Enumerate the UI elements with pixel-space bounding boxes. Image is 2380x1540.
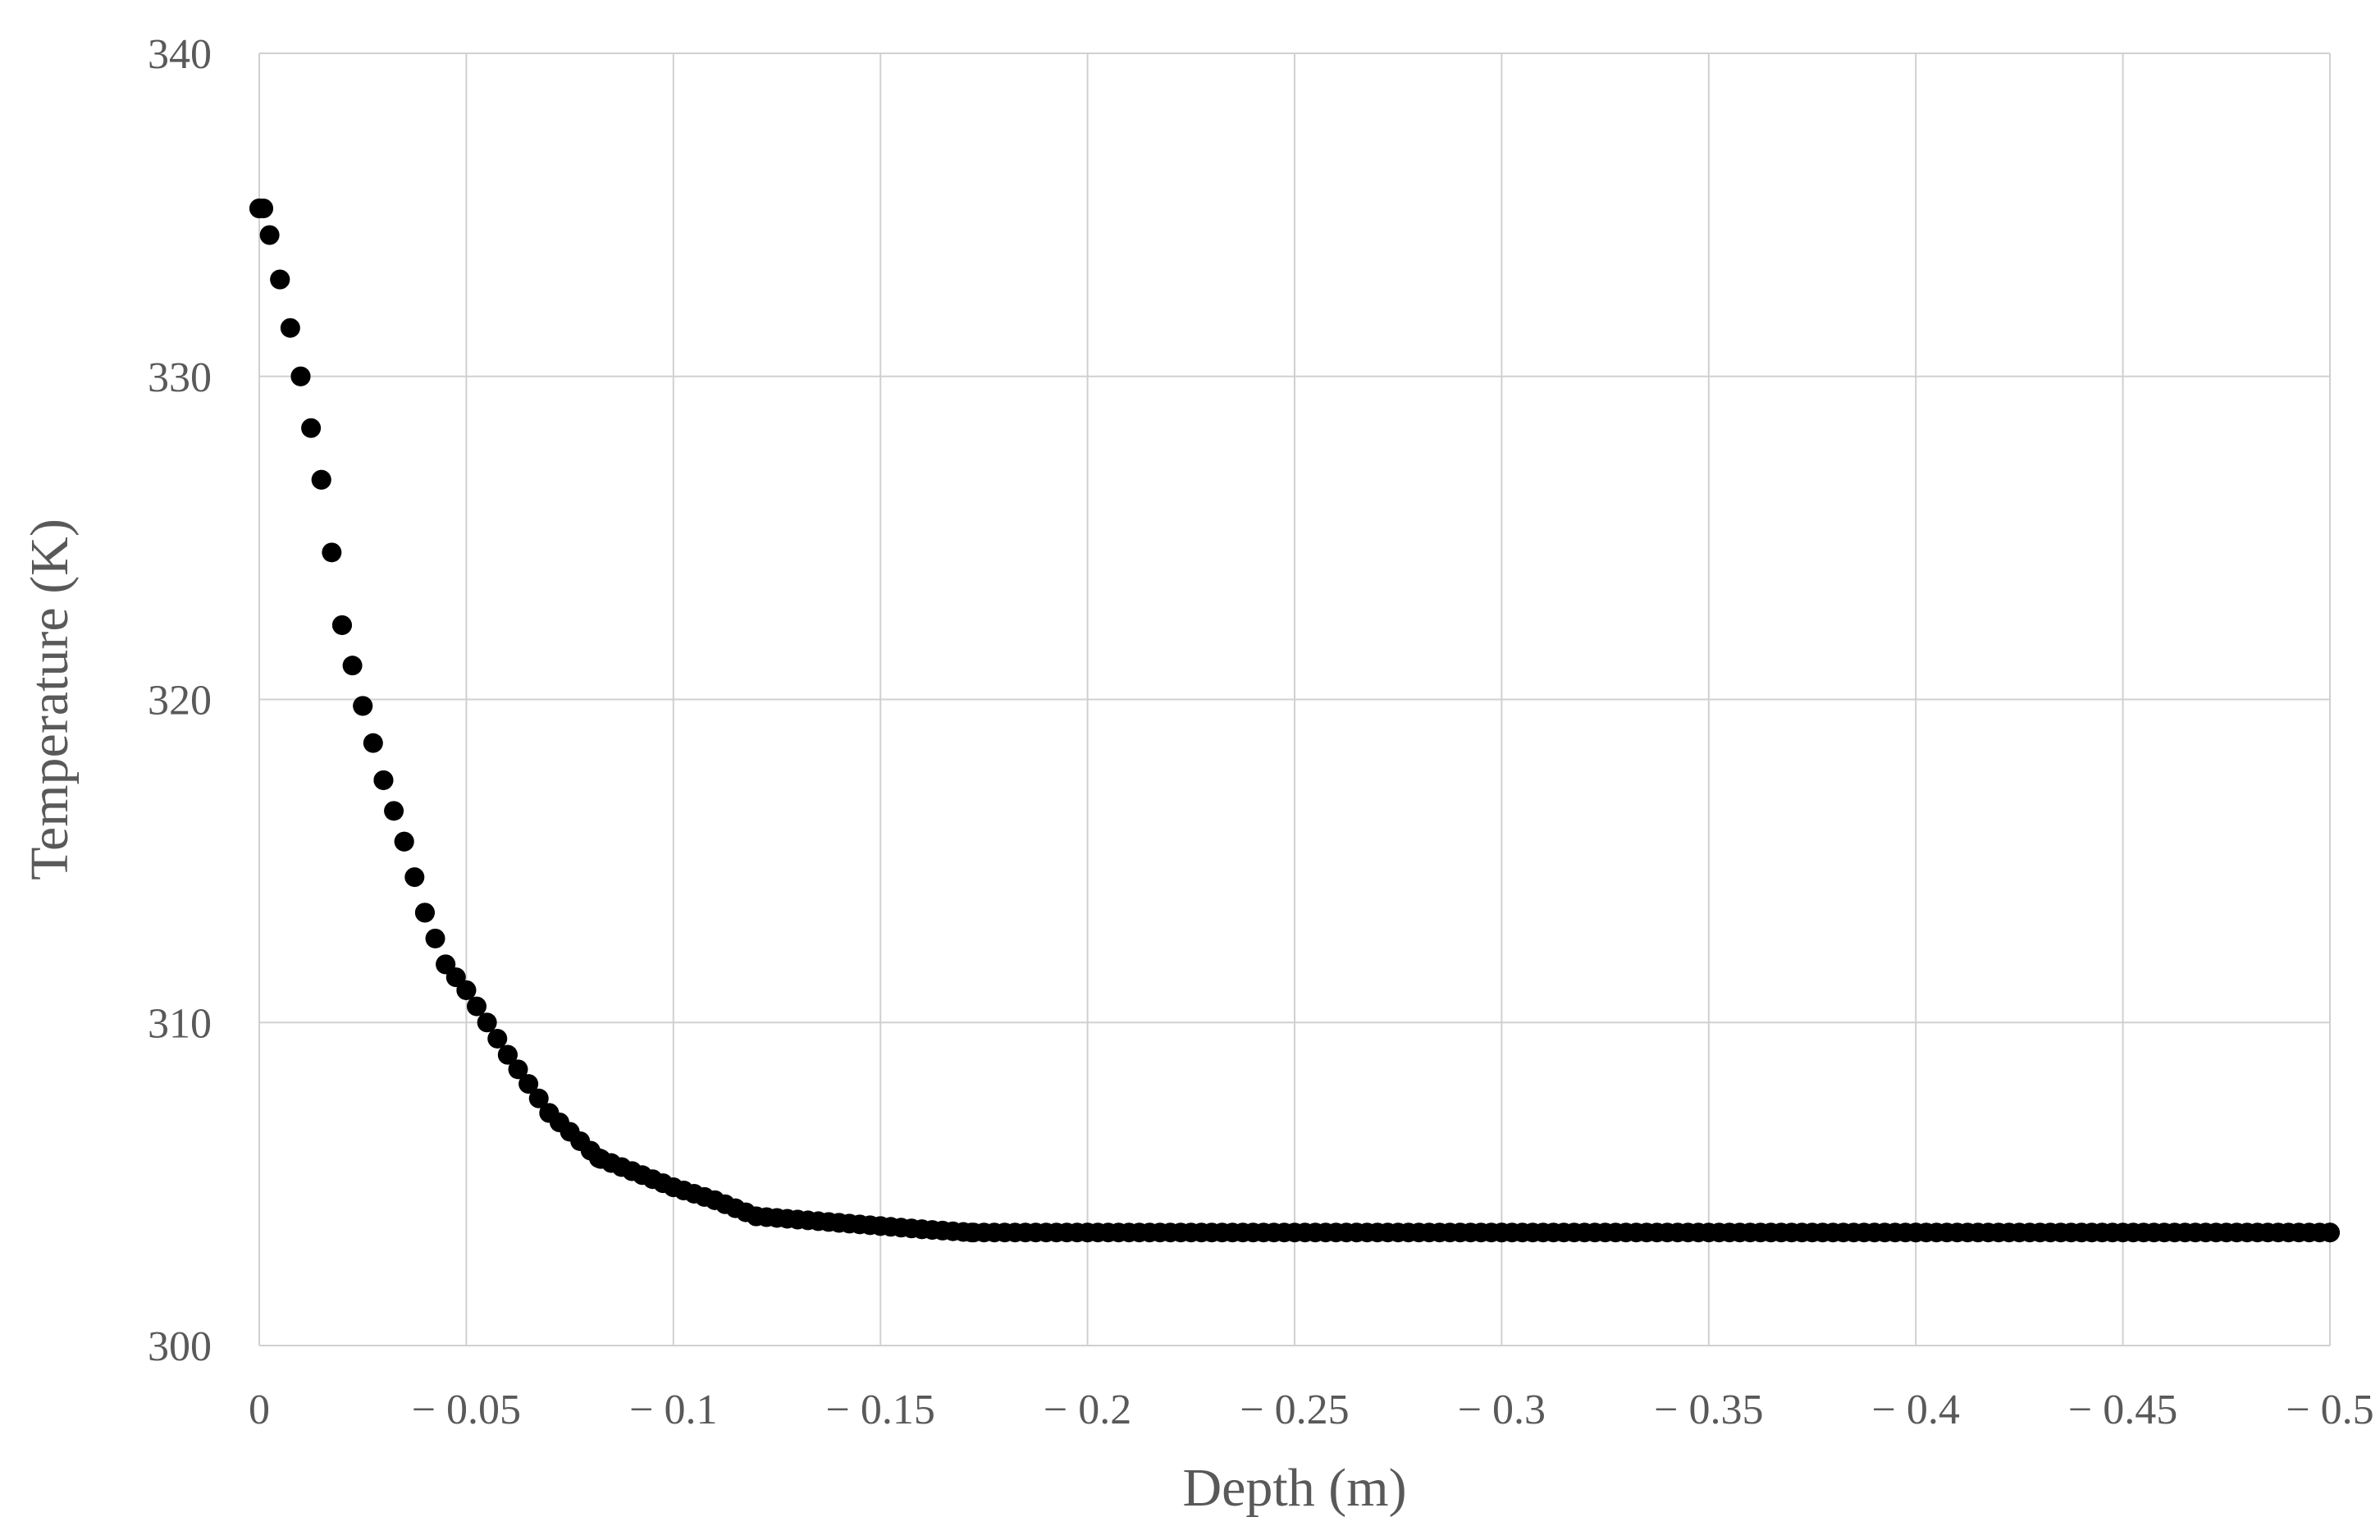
data-point [280,318,300,338]
data-point [788,1209,808,1230]
x-tick-label: − 0.2 [1044,1387,1131,1433]
data-point [477,1012,497,1033]
x-tick-label: − 0.15 [826,1387,935,1433]
data-point [254,199,274,218]
data-point [663,1177,683,1198]
data-point [528,1088,549,1108]
data-point [353,696,373,716]
data-point [1077,1222,1098,1243]
data-point [2320,1222,2340,1243]
data-point [508,1059,528,1080]
data-point [962,1222,982,1243]
x-tick-label: − 0.35 [1654,1387,1763,1433]
data-point [331,615,352,635]
data-point [373,770,394,790]
x-tick-label: − 0.5 [2286,1387,2373,1433]
y-tick-label: 320 [148,678,212,724]
data-point [622,1161,642,1181]
y-axis-tick-labels: 300 310 320 330 340 [148,31,212,1370]
data-point [384,801,404,821]
data-point [363,733,383,753]
x-tick-label: − 0.4 [1872,1387,1960,1433]
data-point [487,1028,508,1049]
x-tick-label: − 0.45 [2068,1387,2177,1433]
data-point [829,1213,849,1233]
data-point [425,928,445,948]
y-tick-label: 340 [148,31,212,78]
x-tick-label: − 0.25 [1240,1387,1349,1433]
data-point [342,656,363,676]
data-point [322,542,342,563]
y-tick-label: 330 [148,354,212,401]
data-point [436,954,456,975]
data-point [301,418,322,438]
data-point [539,1103,560,1123]
x-tick-label: 0 [249,1387,270,1433]
data-point [311,469,331,490]
data-point [394,831,414,852]
data-point [270,269,290,290]
x-tick-label: − 0.3 [1458,1387,1546,1433]
data-point [705,1190,725,1210]
y-axis-title: Temperature (K) [20,519,80,880]
gridlines [258,53,2331,1346]
data-point [414,903,435,923]
data-point [259,225,280,245]
y-tick-label: 300 [148,1323,212,1370]
data-point [518,1074,539,1094]
data-point [1906,1222,1926,1243]
data-point [497,1044,518,1065]
x-axis-title: Depth (m) [1182,1458,1406,1518]
x-tick-label: − 0.05 [412,1387,521,1433]
x-tick-label: − 0.1 [629,1387,717,1433]
x-axis-tick-labels: 0 − 0.05 − 0.1 − 0.15 − 0.2 − 0.25 − 0.3 − 0.35… [249,1387,2374,1433]
data-point [911,1219,932,1240]
data-point [404,867,425,888]
data-points [249,199,2340,1243]
data-point [1491,1222,1512,1243]
data-point [746,1206,766,1227]
data-point [467,996,487,1017]
data-point [870,1216,891,1236]
data-point [588,1148,609,1168]
data-point [290,366,311,386]
y-tick-label: 310 [148,1000,212,1047]
data-point [456,980,477,1000]
